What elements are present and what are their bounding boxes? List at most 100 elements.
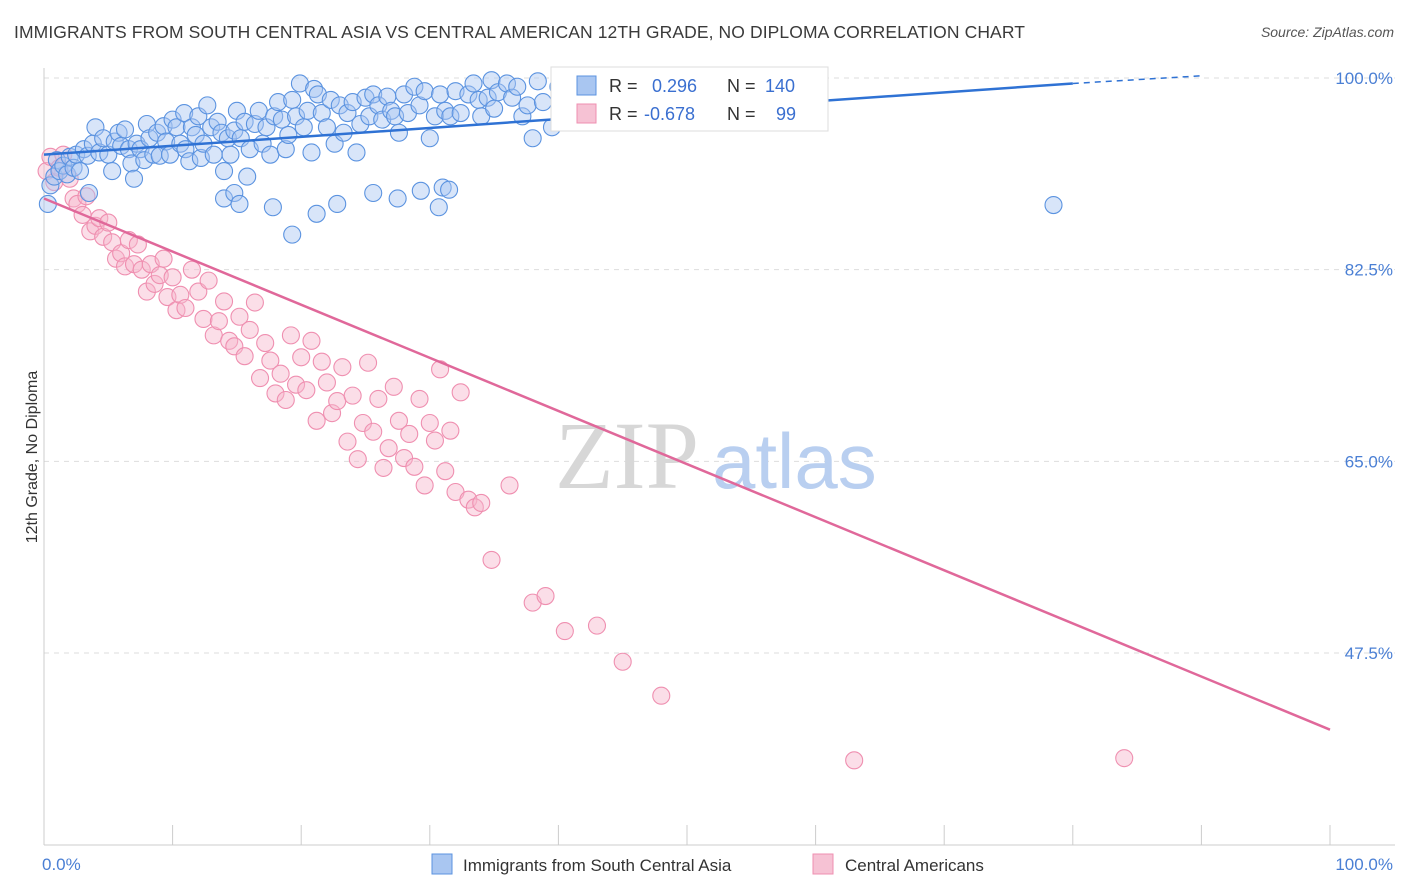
blue-point-121 <box>503 88 522 107</box>
pink-point-25 <box>145 274 164 293</box>
blue-point-76 <box>294 118 313 137</box>
blue-point-26 <box>124 169 144 188</box>
axes <box>43 68 1395 846</box>
pink-point-40 <box>220 331 239 350</box>
blue-point-83 <box>321 90 340 109</box>
blue-point-107 <box>431 85 450 104</box>
y-tick-label-0: 47.5% <box>1345 644 1393 663</box>
pink-point-98 <box>1115 749 1134 768</box>
y-tick-label-2: 82.5% <box>1345 261 1393 280</box>
blue-point-105 <box>420 129 439 148</box>
blue-point-23 <box>115 120 135 139</box>
pink-point-71 <box>379 439 398 458</box>
blue-point-56 <box>221 145 240 164</box>
pink-point-90 <box>500 476 519 495</box>
pink-point-27 <box>154 249 173 268</box>
blue-point-118 <box>485 99 504 118</box>
x-tick-label-1: 100.0% <box>1335 855 1393 874</box>
blue-point-132 <box>230 194 249 214</box>
pink-point-60 <box>323 404 342 423</box>
y-tick-label-3: 100.0% <box>1335 69 1393 88</box>
pink-point-50 <box>271 364 290 383</box>
pink-point-77 <box>410 389 429 408</box>
blue-point-120 <box>497 74 517 93</box>
pink-point-89 <box>482 550 501 569</box>
stats-box: R = 0.296 N = 140 R = -0.678 N = 99 <box>550 66 829 132</box>
pink-point-13 <box>94 227 113 246</box>
pink-point-56 <box>302 331 321 350</box>
blue-point-75 <box>290 74 309 93</box>
pink-point-22 <box>132 260 151 279</box>
pink-point-57 <box>307 411 326 430</box>
blue-point-102 <box>405 77 424 96</box>
pink-point-32 <box>176 298 195 318</box>
pink-point-95 <box>613 652 632 671</box>
pink-point-55 <box>297 381 316 400</box>
y-axis-title: 12th Grade, No Diploma <box>24 371 41 544</box>
blue-point-67 <box>261 145 280 164</box>
pink-point-42 <box>230 307 249 326</box>
pink-point-69 <box>369 389 388 408</box>
blue-point-140 <box>1044 195 1063 215</box>
blue-point-54 <box>214 162 234 181</box>
blue-point-116 <box>478 88 497 107</box>
blue-point-87 <box>338 103 357 123</box>
blue-point-99 <box>389 123 408 142</box>
pink-point-53 <box>287 375 306 394</box>
pink-point-51 <box>276 390 295 410</box>
blue-point-106 <box>425 107 444 126</box>
blue-point-89 <box>347 143 366 162</box>
pink-point-79 <box>420 413 439 433</box>
pink-point-70 <box>374 458 393 477</box>
pink-point-48 <box>261 351 280 370</box>
blue-trend-extension <box>1072 75 1202 85</box>
blue-point-100 <box>395 85 414 104</box>
pink-point-76 <box>405 457 424 476</box>
legend-blue-label: Immigrants from South Central Asia <box>463 856 732 875</box>
x-tick-label-0: 0.0% <box>42 855 81 874</box>
blue-point-126 <box>528 72 547 91</box>
pink-point-46 <box>250 369 270 388</box>
watermark: ZIP atlas <box>555 402 877 509</box>
pink-point-43 <box>235 347 254 366</box>
blue-point-133 <box>263 198 282 217</box>
blue-point-125 <box>523 129 542 148</box>
stats-pink-n-label: N = <box>727 104 756 124</box>
stats-blue-r-label: R = <box>609 76 638 96</box>
blue-point-112 <box>459 85 478 104</box>
blue-point-49 <box>198 96 217 115</box>
pink-point-39 <box>214 292 234 311</box>
watermark-atlas: atlas <box>712 417 877 505</box>
blue-point-41 <box>175 103 194 123</box>
pink-point-44 <box>240 320 259 339</box>
blue-point-78 <box>302 143 321 162</box>
blue-point-138 <box>388 189 407 208</box>
pink-point-65 <box>348 450 367 469</box>
stats-pink-r-label: R = <box>609 104 638 124</box>
blue-point-81 <box>312 103 331 123</box>
blue-point-43 <box>180 152 199 171</box>
stats-blue-r-value: 0.296 <box>652 76 697 96</box>
blue-point-111 <box>451 103 470 123</box>
blue-point-131 <box>225 183 244 203</box>
pink-point-92 <box>536 586 555 606</box>
blue-point-124 <box>518 96 537 115</box>
blue-point-10 <box>70 162 90 181</box>
blue-point-139 <box>411 181 430 200</box>
blue-point-143 <box>429 198 448 217</box>
pink-point-78 <box>415 476 434 495</box>
gridlines <box>44 77 1395 654</box>
pink-point-35 <box>194 309 213 329</box>
pink-point-68 <box>364 422 383 441</box>
pink-point-61 <box>328 392 347 411</box>
blue-point-104 <box>415 82 434 101</box>
pink-point-80 <box>425 431 444 450</box>
blue-point-73 <box>283 90 302 109</box>
pink-point-29 <box>163 268 182 287</box>
tick-labels: 47.5% 65.0% 82.5% 100.0% 0.0% 100.0% <box>42 69 1393 874</box>
pink-point-36 <box>199 271 218 290</box>
pink-point-58 <box>312 352 331 371</box>
blue-point-71 <box>276 140 295 159</box>
blue-point-64 <box>249 101 268 120</box>
